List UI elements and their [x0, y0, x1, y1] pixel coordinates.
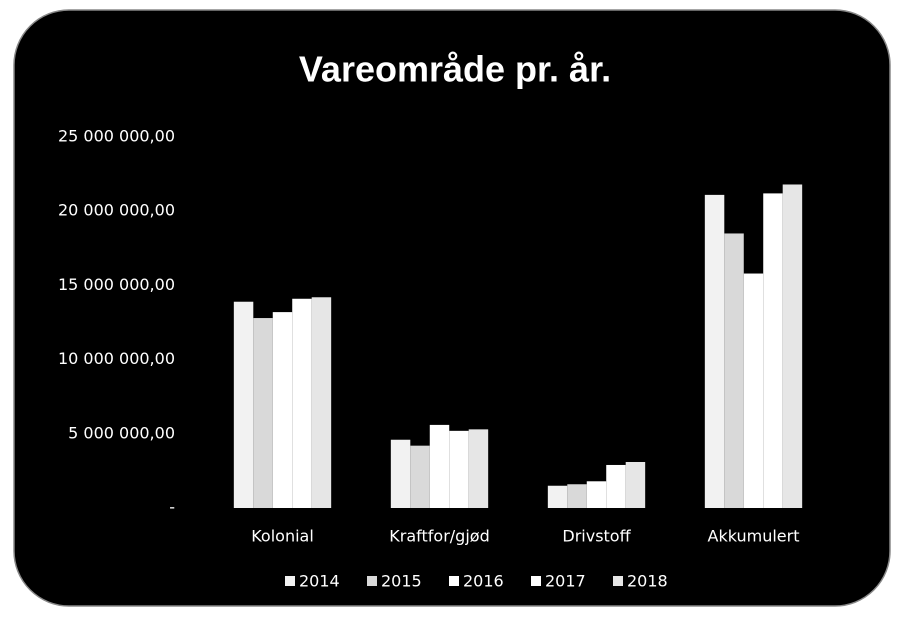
bar	[743, 273, 764, 508]
bar	[704, 194, 725, 508]
legend-marker	[367, 576, 377, 586]
y-tick-label: -	[169, 498, 175, 517]
x-tick-label: Kolonial	[251, 527, 314, 546]
bar	[782, 184, 803, 508]
bar	[253, 318, 273, 508]
x-tick-label: Kraftfor/gjød	[389, 527, 489, 546]
y-tick-label: 5 000 000,00	[68, 423, 175, 442]
legend-marker	[531, 576, 541, 586]
y-tick-label: 10 000 000,00	[58, 349, 175, 368]
bar	[410, 445, 430, 508]
legend-marker	[285, 576, 295, 586]
legend-label: 2017	[545, 572, 586, 591]
bar	[763, 193, 783, 508]
y-tick-label: 15 000 000,00	[58, 275, 175, 294]
legend-marker	[449, 576, 459, 586]
legend-label: 2014	[299, 572, 340, 591]
legend-marker	[613, 576, 623, 586]
bar	[724, 233, 744, 508]
bar	[429, 424, 450, 508]
chart-background	[13, 9, 891, 607]
bar	[625, 461, 646, 508]
bar	[468, 429, 489, 508]
x-tick-label: Akkumulert	[708, 527, 800, 546]
legend-label: 2016	[463, 572, 504, 591]
chart-title: Vareområde pr. år.	[299, 49, 611, 90]
bar	[233, 301, 254, 508]
y-tick-label: 25 000 000,00	[58, 127, 175, 146]
y-tick-label: 20 000 000,00	[58, 201, 175, 220]
bar	[586, 481, 607, 508]
bar	[311, 297, 332, 508]
bar	[272, 312, 293, 508]
bar	[547, 485, 568, 508]
legend-label: 2018	[627, 572, 668, 591]
bar	[292, 298, 312, 508]
bar	[567, 484, 587, 508]
bar	[449, 430, 469, 508]
bar	[390, 439, 411, 508]
legend-label: 2015	[381, 572, 422, 591]
x-tick-label: Drivstoff	[562, 527, 631, 546]
bar	[606, 464, 626, 508]
